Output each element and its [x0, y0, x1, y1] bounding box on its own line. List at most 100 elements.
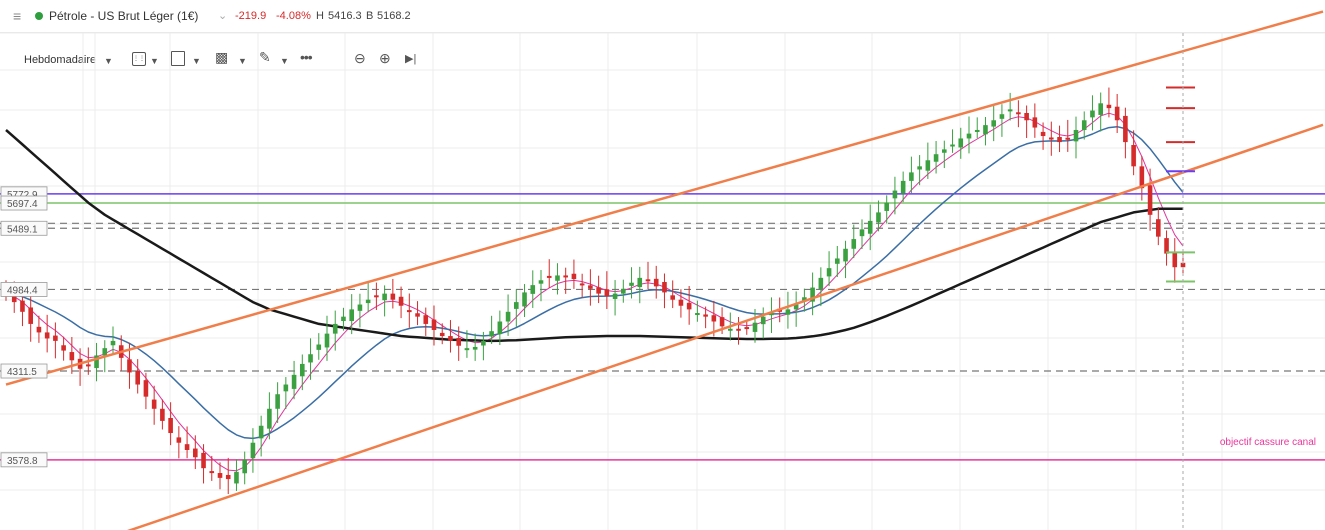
candle-down [703, 314, 708, 317]
chevron-down-icon[interactable]: ▼ [192, 56, 201, 66]
candle-up [275, 394, 280, 409]
price-label: 5772.9 [7, 190, 38, 201]
candle-up [950, 144, 955, 147]
candle-down [160, 408, 165, 421]
candle-up [1098, 103, 1103, 115]
candle-down [1156, 219, 1161, 237]
price-label: 5489.1 [7, 224, 38, 235]
candle-up [283, 384, 289, 392]
chart-type-icon[interactable] [171, 51, 185, 66]
candle-up [332, 323, 338, 334]
instrument-title: Pétrole - US Brut Léger (1€) [49, 9, 199, 23]
candle-down [662, 281, 667, 293]
top-bar: ≡ Pétrole - US Brut Léger (1€) ⌄ -219.9 … [0, 0, 1325, 33]
candle-down [604, 289, 610, 297]
candle-up [102, 348, 108, 356]
hamburger-icon[interactable]: ≡ [13, 8, 22, 24]
candle-down [53, 335, 58, 341]
candle-up [974, 129, 980, 132]
price-label: 4984.4 [7, 285, 38, 296]
calendar-grid-icon[interactable]: ⋮⋮ [132, 52, 146, 66]
candle-up [859, 229, 865, 237]
candle-down [1139, 166, 1145, 189]
candle-up [481, 340, 486, 346]
chevron-down-icon[interactable]: ▼ [238, 56, 247, 66]
candle-down [579, 283, 585, 286]
channel-line-upper [5, 10, 1324, 386]
zoom-out-icon[interactable]: ⊖ [354, 50, 366, 66]
candle-down [390, 293, 396, 300]
candle-up [341, 316, 346, 322]
candle-up [110, 340, 116, 346]
timeframe-select[interactable]: Hebdomadaire [24, 54, 97, 66]
more-icon[interactable]: ••• [300, 49, 313, 65]
zoom-in-icon[interactable]: ⊕ [379, 50, 391, 66]
candle-down [69, 352, 75, 361]
candle-up [489, 331, 494, 337]
candle-down [36, 326, 42, 333]
chevron-down-icon[interactable]: ⌄ [218, 10, 228, 22]
candle-down [653, 278, 659, 287]
candle-down [744, 327, 750, 330]
indicators-icon[interactable]: ▩ [215, 49, 229, 65]
candle-up [316, 344, 322, 350]
candle-up [637, 277, 643, 288]
candle-down [127, 359, 132, 373]
play-icon[interactable]: ▶| [405, 53, 417, 65]
candle-down [1057, 137, 1062, 143]
candle-down [588, 285, 593, 289]
candle-down [176, 437, 182, 443]
candle-down [670, 295, 675, 300]
candle-down [1114, 106, 1120, 121]
candle-up [942, 149, 947, 153]
candle-up [991, 120, 996, 127]
candle-down [439, 332, 445, 337]
candle-up [1081, 120, 1087, 130]
chevron-down-icon[interactable]: ▼ [280, 56, 289, 66]
candle-down [736, 328, 741, 331]
candle-down [1065, 137, 1071, 140]
ma-pink-line [5, 112, 1184, 472]
candle-down [448, 336, 453, 341]
price-label-box [0, 220, 48, 236]
candle-up [958, 138, 964, 148]
candle-down [11, 295, 17, 303]
candle-down [719, 317, 725, 327]
candle-up [892, 190, 898, 199]
candle-down [563, 275, 568, 278]
candle-up [810, 287, 815, 302]
candle-up [612, 293, 618, 299]
candle-down [135, 370, 140, 385]
chevron-down-icon[interactable]: ▼ [150, 56, 159, 66]
candle-down [374, 295, 379, 298]
candle-up [308, 354, 313, 363]
candle-up [472, 346, 478, 350]
candle-down [546, 275, 552, 278]
candles [3, 87, 1186, 494]
candle-down [1106, 104, 1112, 109]
price-label: 4311.5 [7, 367, 37, 378]
candle-up [357, 304, 363, 311]
candle-up [522, 292, 527, 307]
candle-up [349, 309, 354, 322]
candle-up [258, 425, 264, 439]
price-label-box [0, 282, 48, 297]
chevron-down-icon[interactable]: ▼ [104, 56, 113, 66]
ma-black-line [5, 129, 1183, 343]
candle-up [851, 239, 857, 249]
candle-down [151, 399, 157, 409]
candle-down [1049, 137, 1054, 140]
price-label: 3578.8 [7, 456, 38, 467]
channel-line-lower [126, 123, 1324, 530]
candle-up [867, 220, 873, 234]
candle-up [884, 202, 889, 211]
candle-up [925, 160, 931, 171]
candle-up [818, 277, 824, 290]
candle-down [678, 299, 684, 306]
candle-up [876, 212, 881, 223]
draw-icon[interactable]: ✎ [259, 49, 271, 65]
candle-up [94, 355, 99, 369]
candle-down [61, 345, 66, 351]
candle-up [999, 114, 1005, 119]
